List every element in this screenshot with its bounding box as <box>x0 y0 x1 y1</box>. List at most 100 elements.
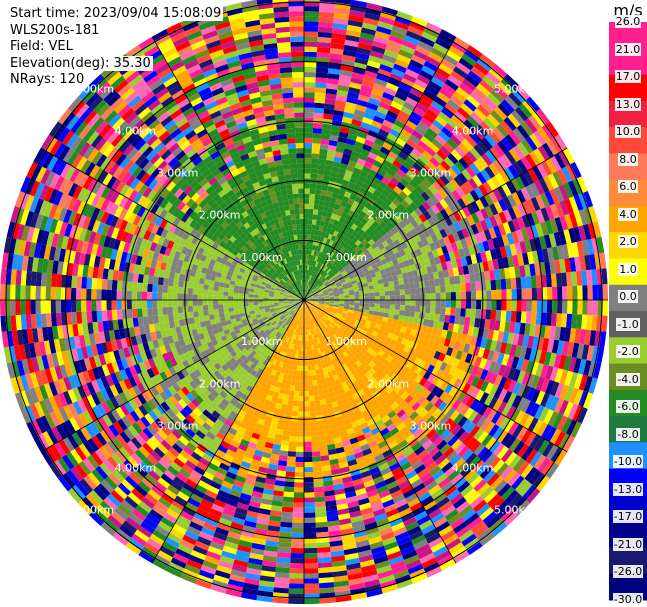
velocity-gate <box>336 264 342 270</box>
velocity-gate <box>330 129 340 137</box>
velocity-gate <box>345 279 352 284</box>
velocity-gate <box>361 165 371 174</box>
velocity-gate <box>307 370 312 376</box>
velocity-gate <box>396 168 407 178</box>
velocity-gate <box>307 292 311 297</box>
velocity-gate <box>527 251 535 265</box>
velocity-gate <box>602 284 608 300</box>
velocity-gate <box>403 247 411 255</box>
velocity-gate <box>455 86 470 100</box>
velocity-gate <box>524 153 537 169</box>
velocity-gate <box>485 250 493 262</box>
velocity-gate <box>488 67 505 82</box>
velocity-gate <box>489 146 501 161</box>
velocity-gate <box>347 181 356 189</box>
velocity-gate <box>409 166 420 176</box>
velocity-gate <box>457 107 471 120</box>
velocity-gate <box>480 251 488 263</box>
velocity-gate <box>307 360 311 366</box>
velocity-gate <box>387 276 394 283</box>
velocity-gate <box>338 289 344 293</box>
velocity-gate <box>386 229 395 238</box>
velocity-gate <box>322 279 328 285</box>
velocity-gate <box>405 294 411 300</box>
velocity-gate <box>490 279 497 291</box>
velocity-gate <box>304 380 309 387</box>
velocity-gate <box>445 49 462 63</box>
velocity-gate <box>371 120 383 129</box>
velocity-gate <box>414 225 423 235</box>
velocity-gate <box>311 436 319 442</box>
velocity-gate <box>435 38 451 50</box>
velocity-gate <box>337 258 344 265</box>
velocity-gate <box>475 210 485 222</box>
velocity-gate <box>288 598 304 604</box>
velocity-gate <box>318 204 325 211</box>
velocity-gate <box>429 306 436 314</box>
velocity-gate <box>305 274 307 280</box>
velocity-gate <box>445 284 451 293</box>
velocity-gate <box>352 282 358 287</box>
velocity-gate <box>359 32 375 41</box>
velocity-gate <box>318 251 323 258</box>
velocity-gate <box>290 380 296 386</box>
velocity-gate <box>315 516 328 523</box>
velocity-gate <box>364 293 370 297</box>
velocity-gate <box>372 40 387 50</box>
velocity-gate <box>384 286 390 292</box>
velocity-gate <box>354 291 360 295</box>
velocity-gate <box>418 213 428 223</box>
velocity-gate <box>535 312 542 325</box>
velocity-gate <box>312 380 318 386</box>
velocity-gate <box>338 131 349 139</box>
velocity-gate <box>317 163 326 170</box>
velocity-gate <box>327 73 340 80</box>
velocity-gate <box>327 222 334 230</box>
velocity-gate <box>318 21 334 28</box>
velocity-gate <box>526 300 532 312</box>
velocity-gate <box>359 261 366 268</box>
velocity-gate <box>390 177 400 186</box>
velocity-gate <box>369 124 381 134</box>
velocity-gate <box>395 294 401 300</box>
velocity-gate <box>519 173 530 188</box>
velocity-gate <box>517 253 525 266</box>
velocity-gate <box>317 36 332 44</box>
velocity-gate <box>484 270 491 281</box>
velocity-gate <box>304 547 318 554</box>
velocity-gate <box>331 283 337 288</box>
velocity-gate <box>362 143 373 152</box>
velocity-gate <box>370 45 386 55</box>
velocity-gate <box>394 289 401 296</box>
velocity-gate <box>382 141 393 151</box>
velocity-gate <box>389 253 397 261</box>
velocity-gate <box>416 74 431 85</box>
velocity-gate <box>544 261 551 275</box>
velocity-gate <box>324 302 330 304</box>
velocity-gate <box>324 301 330 303</box>
velocity-gate <box>400 294 406 300</box>
velocity-gate <box>485 280 492 291</box>
velocity-gate <box>355 136 366 144</box>
velocity-gate <box>419 36 436 48</box>
velocity-gate <box>449 95 464 108</box>
velocity-gate <box>282 430 291 437</box>
velocity-gate <box>334 225 341 233</box>
velocity-gate <box>396 114 408 125</box>
velocity-gate <box>374 137 385 147</box>
velocity-gate <box>414 281 420 289</box>
velocity-gate <box>444 216 453 227</box>
velocity-gate <box>404 196 414 206</box>
velocity-gate <box>339 293 345 297</box>
velocity-gate <box>296 370 301 376</box>
velocity-gate <box>432 119 445 131</box>
velocity-gate <box>516 124 530 140</box>
velocity-gate <box>307 293 312 297</box>
velocity-gate <box>377 151 388 160</box>
velocity-gate <box>569 257 577 272</box>
velocity-gate <box>576 241 585 257</box>
velocity-gate <box>309 410 317 417</box>
velocity-gate <box>492 258 500 270</box>
velocity-gate <box>333 277 340 283</box>
velocity-gate <box>312 461 322 467</box>
